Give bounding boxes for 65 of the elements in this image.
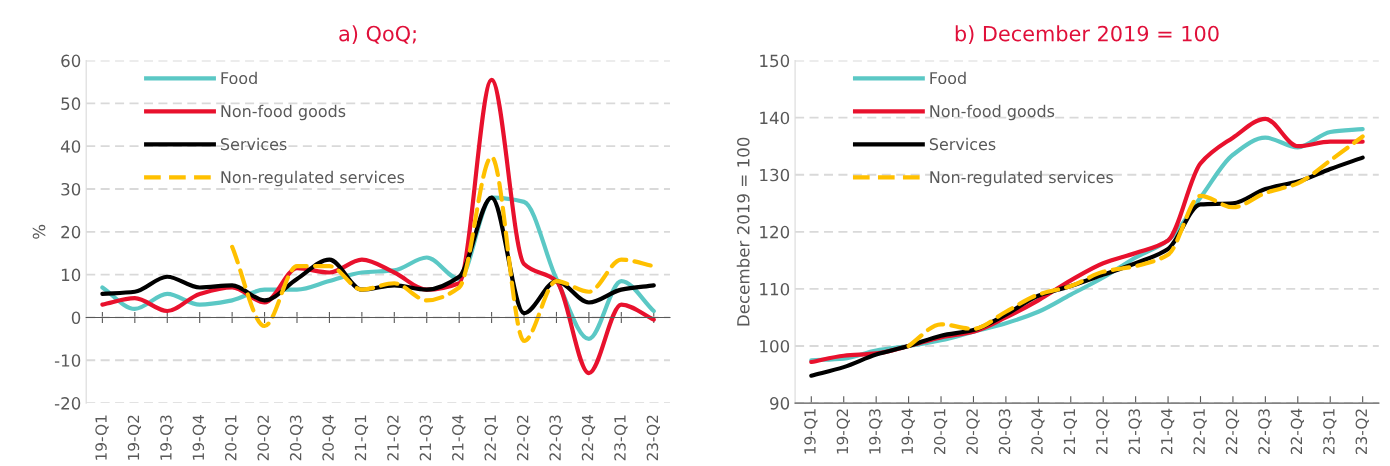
x-tick-label: 21-Q3	[419, 415, 433, 461]
y-tick-label: 30	[61, 182, 81, 196]
line-series	[906, 134, 1365, 349]
chart-title: b) December 2019 = 100	[955, 25, 1219, 44]
x-tick-label: 20-Q3	[289, 415, 304, 461]
x-tick-label: 22-Q3	[1258, 409, 1272, 455]
x-tick-label: 21-Q2	[387, 415, 401, 461]
chart-title: a) QoQ;	[339, 25, 416, 44]
x-tick-label: 19-Q4	[901, 408, 915, 454]
x-tick-label: 20-Q1	[933, 409, 948, 455]
x-tick-label: 22-Q2	[516, 415, 531, 461]
x-tick-label: 19-Q1	[95, 415, 109, 460]
legend-label: Services	[929, 137, 996, 151]
y-tick-label: 150	[760, 54, 790, 68]
y-tick-label: 120	[760, 225, 790, 239]
x-tick-label: 22-Q4	[581, 415, 596, 461]
y-tick-label: 20	[61, 225, 81, 239]
x-tick-label: 22-Q1	[484, 415, 498, 461]
x-tick-label: 19-Q1	[804, 409, 818, 454]
x-tick-label: 23-Q1	[1323, 409, 1337, 455]
x-tick-label: 22-Q3	[549, 415, 563, 461]
y-tick-label: 100	[760, 339, 790, 353]
x-tick-label: 20-Q2	[257, 415, 271, 461]
x-tick-label: 20-Q4	[1031, 408, 1045, 455]
y-tick-label: 110	[760, 282, 790, 296]
x-tick-label: 21-Q4	[1160, 408, 1175, 455]
legend-label: Non-regulated services	[930, 170, 1114, 187]
y-tick-label: 50	[61, 97, 81, 110]
x-tick-label: 23-Q1	[614, 415, 628, 461]
y-tick-label: 0	[71, 311, 81, 325]
legend-label: Services	[220, 137, 287, 151]
x-tick-label: 19-Q4	[192, 415, 206, 460]
x-tick-label: 22-Q1	[1193, 409, 1207, 455]
legend-label: Non-food goods	[221, 104, 346, 121]
legend-label: Food	[221, 71, 257, 85]
y-tick-label: 60	[61, 54, 81, 68]
legend-label: Non-regulated services	[221, 170, 405, 187]
legend-label: Non-food goods	[930, 104, 1055, 121]
y-tick-label: -10	[54, 354, 81, 367]
x-tick-label: 20-Q1	[225, 415, 239, 461]
x-tick-label: 20-Q3	[998, 409, 1013, 455]
y-tick-label: 90	[770, 397, 790, 410]
x-tick-label: 21-Q2	[1096, 409, 1110, 455]
x-tick-label: 23-Q2	[1355, 409, 1369, 455]
y-axis-title: %	[32, 224, 46, 239]
y-tick-label: 40	[60, 140, 81, 153]
y-tick-label: -20	[54, 397, 81, 410]
x-tick-label: 22-Q2	[1225, 409, 1240, 455]
x-tick-label: 20-Q2	[966, 409, 980, 455]
x-tick-label: 21-Q3	[1128, 409, 1142, 455]
x-tick-label: 19-Q2	[127, 415, 142, 460]
y-tick-label: 10	[61, 268, 81, 282]
legend-label: Food	[930, 71, 966, 85]
x-tick-label: 21-Q4	[452, 415, 466, 461]
x-tick-label: 23-Q2	[646, 415, 660, 461]
x-tick-label: 19-Q3	[160, 415, 174, 460]
x-tick-label: 21-Q1	[354, 415, 369, 461]
x-tick-label: 20-Q4	[322, 415, 336, 461]
x-tick-label: 21-Q1	[1063, 409, 1077, 455]
y-tick-label: 130	[760, 168, 790, 182]
x-tick-label: 19-Q3	[869, 409, 883, 454]
x-tick-label: 19-Q2	[836, 409, 850, 454]
y-tick-label: 140	[760, 111, 790, 125]
x-tick-label: 22-Q4	[1290, 408, 1304, 455]
y-axis-title: December 2019 = 100	[736, 137, 750, 326]
